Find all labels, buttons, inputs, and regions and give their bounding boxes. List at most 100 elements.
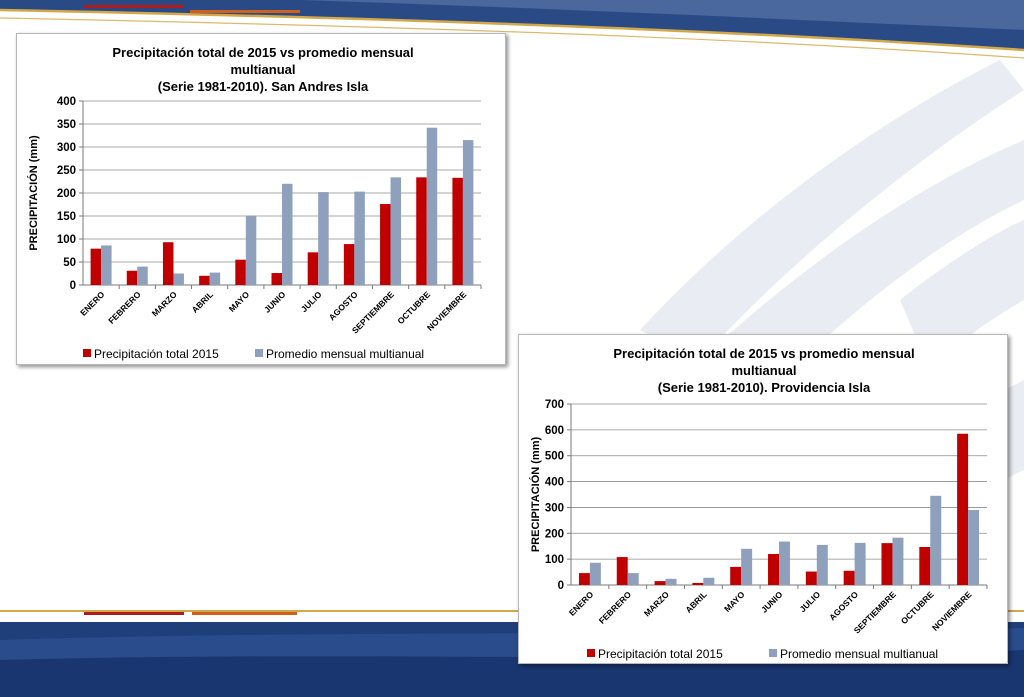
bar-promedio-multianual [462, 140, 474, 285]
x-category-label: MAYO [722, 589, 747, 614]
x-category-label: FEBRERO [106, 289, 143, 326]
bar-promedio-multianual [703, 577, 715, 585]
legend-swatch [769, 649, 777, 657]
x-category-label: ENERO [78, 289, 107, 318]
y-tick-label: 250 [57, 165, 76, 177]
bar-promedio-multianual [892, 537, 904, 585]
legend-label: Precipitación total 2015 [598, 647, 723, 661]
y-tick-label: 50 [63, 257, 76, 269]
bar-promedio-multianual [426, 127, 438, 286]
x-category-label: JULIO [299, 289, 324, 314]
x-category-label: OCTUBRE [395, 289, 432, 326]
x-category-label: MAYO [227, 289, 252, 314]
bar-promedio-multianual [968, 510, 980, 585]
bar-promedio-multianual [318, 192, 329, 285]
x-category-label: ENERO [567, 589, 596, 618]
bar-precipitacion-2015 [307, 252, 319, 285]
chart-san-andres: Precipitación total de 2015 vs promedio … [16, 33, 506, 365]
y-tick-label: 700 [545, 399, 564, 411]
y-tick-label: 400 [57, 96, 76, 108]
chart-title-line: (Serie 1981-2010). San Andres Isla [158, 79, 369, 94]
legend-label: Precipitación total 2015 [94, 347, 219, 361]
bar-promedio-multianual [282, 183, 293, 285]
x-category-label: ABRIL [190, 289, 215, 314]
y-tick-label: 500 [545, 451, 564, 463]
y-tick-label: 350 [57, 119, 76, 131]
bar-precipitacion-2015 [919, 546, 931, 585]
bar-promedio-multianual [741, 548, 753, 585]
bar-precipitacion-2015 [843, 570, 855, 585]
legend-swatch [83, 349, 91, 357]
y-tick-label: 0 [70, 280, 76, 292]
bar-precipitacion-2015 [416, 177, 427, 285]
bar-precipitacion-2015 [730, 566, 742, 585]
legend-label: Promedio mensual multianual [266, 347, 424, 361]
x-category-label: JUNIO [262, 289, 288, 315]
chart-title-line: (Serie 1981-2010). Providencia Isla [658, 380, 871, 395]
bar-precipitacion-2015 [881, 543, 893, 585]
bar-promedio-multianual [173, 273, 184, 285]
chart-san-andres-svg: Precipitación total de 2015 vs promedio … [27, 45, 482, 361]
bar-precipitacion-2015 [199, 275, 210, 285]
bar-promedio-multianual [390, 177, 402, 285]
bar-precipitacion-2015 [957, 433, 969, 585]
y-tick-label: 300 [57, 142, 76, 154]
y-tick-label: 100 [57, 234, 76, 246]
bar-precipitacion-2015 [271, 273, 282, 285]
chart-title-line: multianual [230, 62, 295, 77]
y-tick-label: 400 [545, 477, 564, 489]
x-category-label: JULIO [797, 589, 822, 614]
x-category-label: OCTUBRE [899, 589, 936, 626]
bar-precipitacion-2015 [578, 573, 590, 585]
y-tick-label: 200 [57, 188, 76, 200]
bar-precipitacion-2015 [768, 553, 779, 585]
y-tick-label: 200 [545, 528, 564, 540]
y-tick-label: 0 [558, 580, 564, 592]
bar-precipitacion-2015 [452, 177, 463, 285]
bar-precipitacion-2015 [616, 557, 628, 585]
bar-promedio-multianual [854, 542, 866, 585]
bar-promedio-multianual [245, 215, 257, 285]
y-tick-label: 100 [545, 554, 564, 566]
bar-promedio-multianual [816, 544, 828, 585]
bar-promedio-multianual [779, 541, 790, 585]
bar-precipitacion-2015 [805, 571, 817, 585]
bar-precipitacion-2015 [126, 270, 138, 285]
bar-precipitacion-2015 [90, 248, 102, 285]
x-category-label: NOVIEMBRE [930, 589, 974, 633]
y-axis-title: PRECIPITACIÓN (mm) [27, 135, 40, 251]
x-category-label: FEBRERO [597, 589, 634, 626]
y-tick-label: 600 [545, 425, 564, 437]
chart-providencia: Precipitación total de 2015 vs promedio … [518, 334, 1008, 664]
top-band [0, 0, 1024, 59]
x-category-label: JUNIO [759, 589, 785, 615]
bar-precipitacion-2015 [235, 259, 246, 285]
chart-title-line: Precipitación total de 2015 vs promedio … [112, 45, 413, 60]
x-category-label: MARZO [642, 589, 671, 618]
bar-precipitacion-2015 [343, 244, 355, 285]
bar-promedio-multianual [101, 245, 112, 285]
bar-precipitacion-2015 [654, 581, 666, 585]
bar-precipitacion-2015 [692, 582, 704, 585]
chart-title-line: Precipitación total de 2015 vs promedio … [613, 346, 914, 361]
bar-promedio-multianual [627, 573, 639, 585]
bar-promedio-multianual [137, 266, 148, 285]
chart-title-line: multianual [731, 363, 796, 378]
y-tick-label: 150 [57, 211, 76, 223]
y-tick-label: 300 [545, 502, 564, 514]
legend-swatch [255, 349, 263, 357]
x-category-label: AGOSTO [827, 589, 860, 622]
x-category-label: AGOSTO [327, 289, 360, 322]
bar-promedio-multianual [354, 191, 365, 285]
bar-promedio-multianual [930, 495, 942, 585]
bar-precipitacion-2015 [162, 242, 174, 285]
x-category-label: NOVIEMBRE [425, 289, 469, 333]
bar-promedio-multianual [209, 272, 221, 285]
legend-label: Promedio mensual multianual [780, 647, 938, 661]
y-axis-title: PRECIPITACIÓN (mm) [529, 437, 542, 553]
bar-precipitacion-2015 [380, 204, 391, 285]
x-category-label: ABRIL [683, 589, 708, 614]
x-category-label: MARZO [150, 289, 179, 318]
bar-promedio-multianual [589, 562, 601, 585]
bar-promedio-multianual [665, 578, 677, 585]
